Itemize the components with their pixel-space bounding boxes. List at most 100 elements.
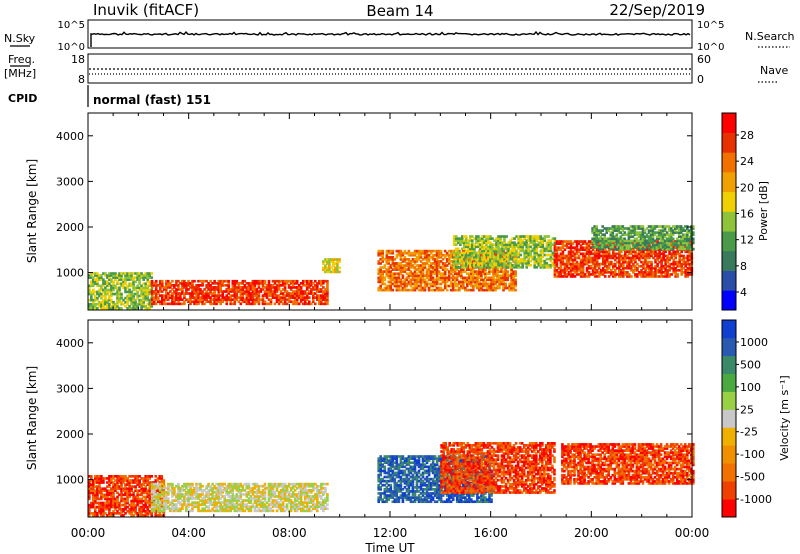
data-cell (132, 292, 135, 296)
data-cell (154, 512, 158, 515)
data-cell (587, 248, 591, 252)
data-cell (157, 296, 160, 299)
data-cell (537, 237, 541, 240)
data-cell (138, 272, 141, 275)
data-cell (510, 278, 513, 282)
data-cell (447, 249, 451, 253)
data-cell (118, 300, 121, 304)
data-cell (547, 249, 551, 253)
data-cell (181, 284, 184, 287)
data-cell (421, 286, 425, 290)
data-cell (565, 256, 569, 260)
data-cell (183, 300, 186, 304)
data-cell (505, 251, 508, 255)
data-cell (628, 256, 631, 260)
data-cell (150, 481, 154, 484)
data-cell (437, 286, 441, 290)
data-cell (503, 239, 506, 242)
data-cell (413, 249, 417, 253)
data-cell (551, 257, 555, 261)
nave-tick-high: 60 (697, 53, 711, 66)
data-cell (529, 263, 533, 267)
data-cell (475, 245, 478, 249)
data-cell (511, 263, 514, 267)
data-cell (547, 239, 551, 242)
data-cell (334, 258, 337, 261)
data-cell (575, 260, 579, 264)
data-cell (492, 278, 495, 282)
data-cell (567, 246, 571, 250)
data-cell (154, 284, 158, 287)
data-cell (561, 246, 565, 250)
data-cell (148, 495, 152, 499)
data-cell (140, 489, 143, 493)
data-cell (681, 247, 685, 251)
data-cell (573, 264, 577, 268)
data-cell (128, 296, 131, 300)
data-cell (653, 247, 657, 251)
data-cell (148, 509, 152, 513)
data-cell (607, 250, 611, 254)
data-cell (100, 512, 103, 515)
data-cell (429, 284, 433, 288)
data-cell (427, 249, 431, 253)
data-cell (213, 298, 216, 302)
data-cell (237, 290, 241, 293)
data-cell (496, 274, 499, 278)
data-cell (629, 225, 633, 228)
data-cell (463, 266, 466, 269)
data-cell (104, 288, 107, 292)
data-cell (140, 298, 143, 302)
data-cell (531, 255, 535, 259)
data-cell (541, 255, 545, 259)
data-cell (489, 235, 492, 238)
data-cell (561, 252, 565, 256)
data-cell (395, 272, 399, 276)
data-cell (138, 483, 141, 486)
data-cell (279, 300, 283, 304)
data-cell (559, 260, 563, 264)
data-cell (607, 245, 611, 249)
data-cell (489, 247, 492, 251)
data-cell (634, 258, 637, 262)
data-cell (569, 240, 573, 243)
data-cell (585, 244, 589, 247)
data-cell (521, 257, 525, 261)
data-cell (464, 280, 467, 284)
data-cell (589, 264, 593, 268)
data-cell (674, 260, 678, 264)
data-cell (96, 292, 99, 296)
data-cell (557, 240, 561, 243)
data-cell (381, 258, 385, 261)
data-cell (128, 276, 131, 279)
data-cell (664, 254, 667, 258)
data-cell (116, 276, 119, 279)
data-cell (649, 235, 653, 239)
data-cell (415, 280, 419, 284)
data-cell (308, 300, 311, 304)
data-cell (451, 270, 455, 273)
data-cell (191, 290, 194, 293)
data-cell (213, 279, 216, 283)
data-cell (324, 292, 327, 295)
data-cell (632, 264, 635, 268)
data-cell (316, 286, 319, 289)
data-cell (644, 258, 647, 262)
data-cell (102, 514, 105, 517)
data-cell (499, 259, 502, 263)
data-cell (293, 296, 297, 299)
data-cell (435, 258, 439, 261)
data-cell (507, 253, 510, 257)
data-cell (484, 280, 487, 284)
data-cell (663, 247, 667, 251)
data-cell (255, 296, 259, 299)
data-cell (591, 237, 594, 241)
data-cell (646, 256, 649, 260)
data-cell (629, 239, 633, 243)
data-cell (303, 290, 307, 293)
data-cell (429, 270, 433, 273)
data-cell (245, 296, 249, 299)
data-cell (425, 268, 429, 271)
data-cell (465, 259, 468, 263)
data-cell (583, 242, 587, 245)
